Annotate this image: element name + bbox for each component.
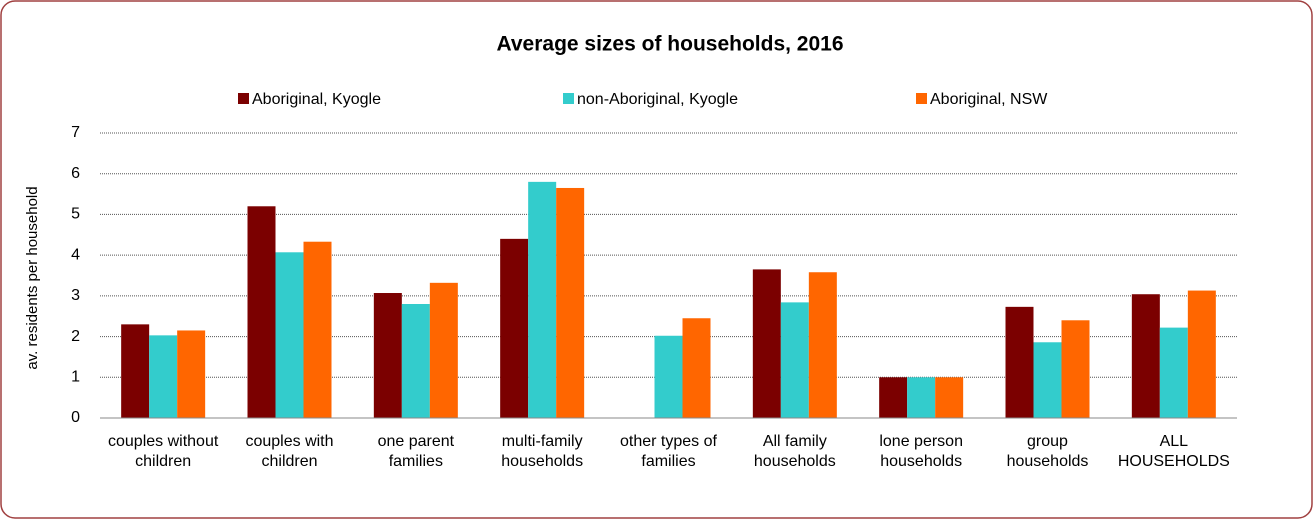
x-tick-label: ALL HOUSEHOLDS [1117,433,1230,470]
y-tick-label: 7 [71,124,80,141]
bar [654,335,683,418]
x-tick-label: couples without children [108,433,219,470]
bar [808,272,837,418]
y-tick-label: 2 [71,328,80,345]
legend-swatch [916,93,927,104]
bar [682,318,711,418]
legend-label: non-Aboriginal, Kyogle [577,91,738,108]
bar [1061,320,1090,418]
x-tick-label: one parent families [377,433,455,470]
bar [500,238,529,418]
bar [303,241,332,418]
bar [556,187,585,418]
y-axis-label: av. residents per household [24,186,41,369]
x-tick-label: All family households [753,433,836,470]
bar [1159,327,1188,418]
bar [528,181,557,418]
bar [1033,342,1062,418]
bar [149,335,178,418]
bar [752,269,781,418]
legend-swatch [238,93,249,104]
bar [373,293,402,418]
bar [1005,306,1034,418]
y-tick-label: 5 [71,206,80,223]
bar [1131,294,1160,418]
legend-swatch [563,93,574,104]
legend-label: Aboriginal, Kyogle [252,91,381,108]
x-tick-label: couples with children [245,433,334,470]
y-tick-label: 3 [71,287,80,304]
bar [935,377,964,418]
y-tick-label: 4 [71,246,80,263]
bar [247,206,276,418]
bar [879,377,908,418]
bar [1187,290,1216,418]
bar [780,302,809,418]
legend-label: Aboriginal, NSW [930,91,1048,108]
bar [121,324,150,418]
x-tick-label: multi-family households [501,433,584,470]
bar [275,252,304,418]
x-tick-label: group households [1006,433,1089,470]
bar [401,304,430,418]
chart-title: Average sizes of households, 2016 [496,33,843,56]
y-tick-label: 0 [71,409,80,426]
y-tick-label: 1 [71,369,80,386]
y-tick-label: 6 [71,165,80,182]
x-tick-label: lone person households [879,433,963,470]
bar [907,377,936,418]
x-tick-label: other types of families [620,433,717,470]
bar [429,282,458,418]
bar [177,330,206,418]
